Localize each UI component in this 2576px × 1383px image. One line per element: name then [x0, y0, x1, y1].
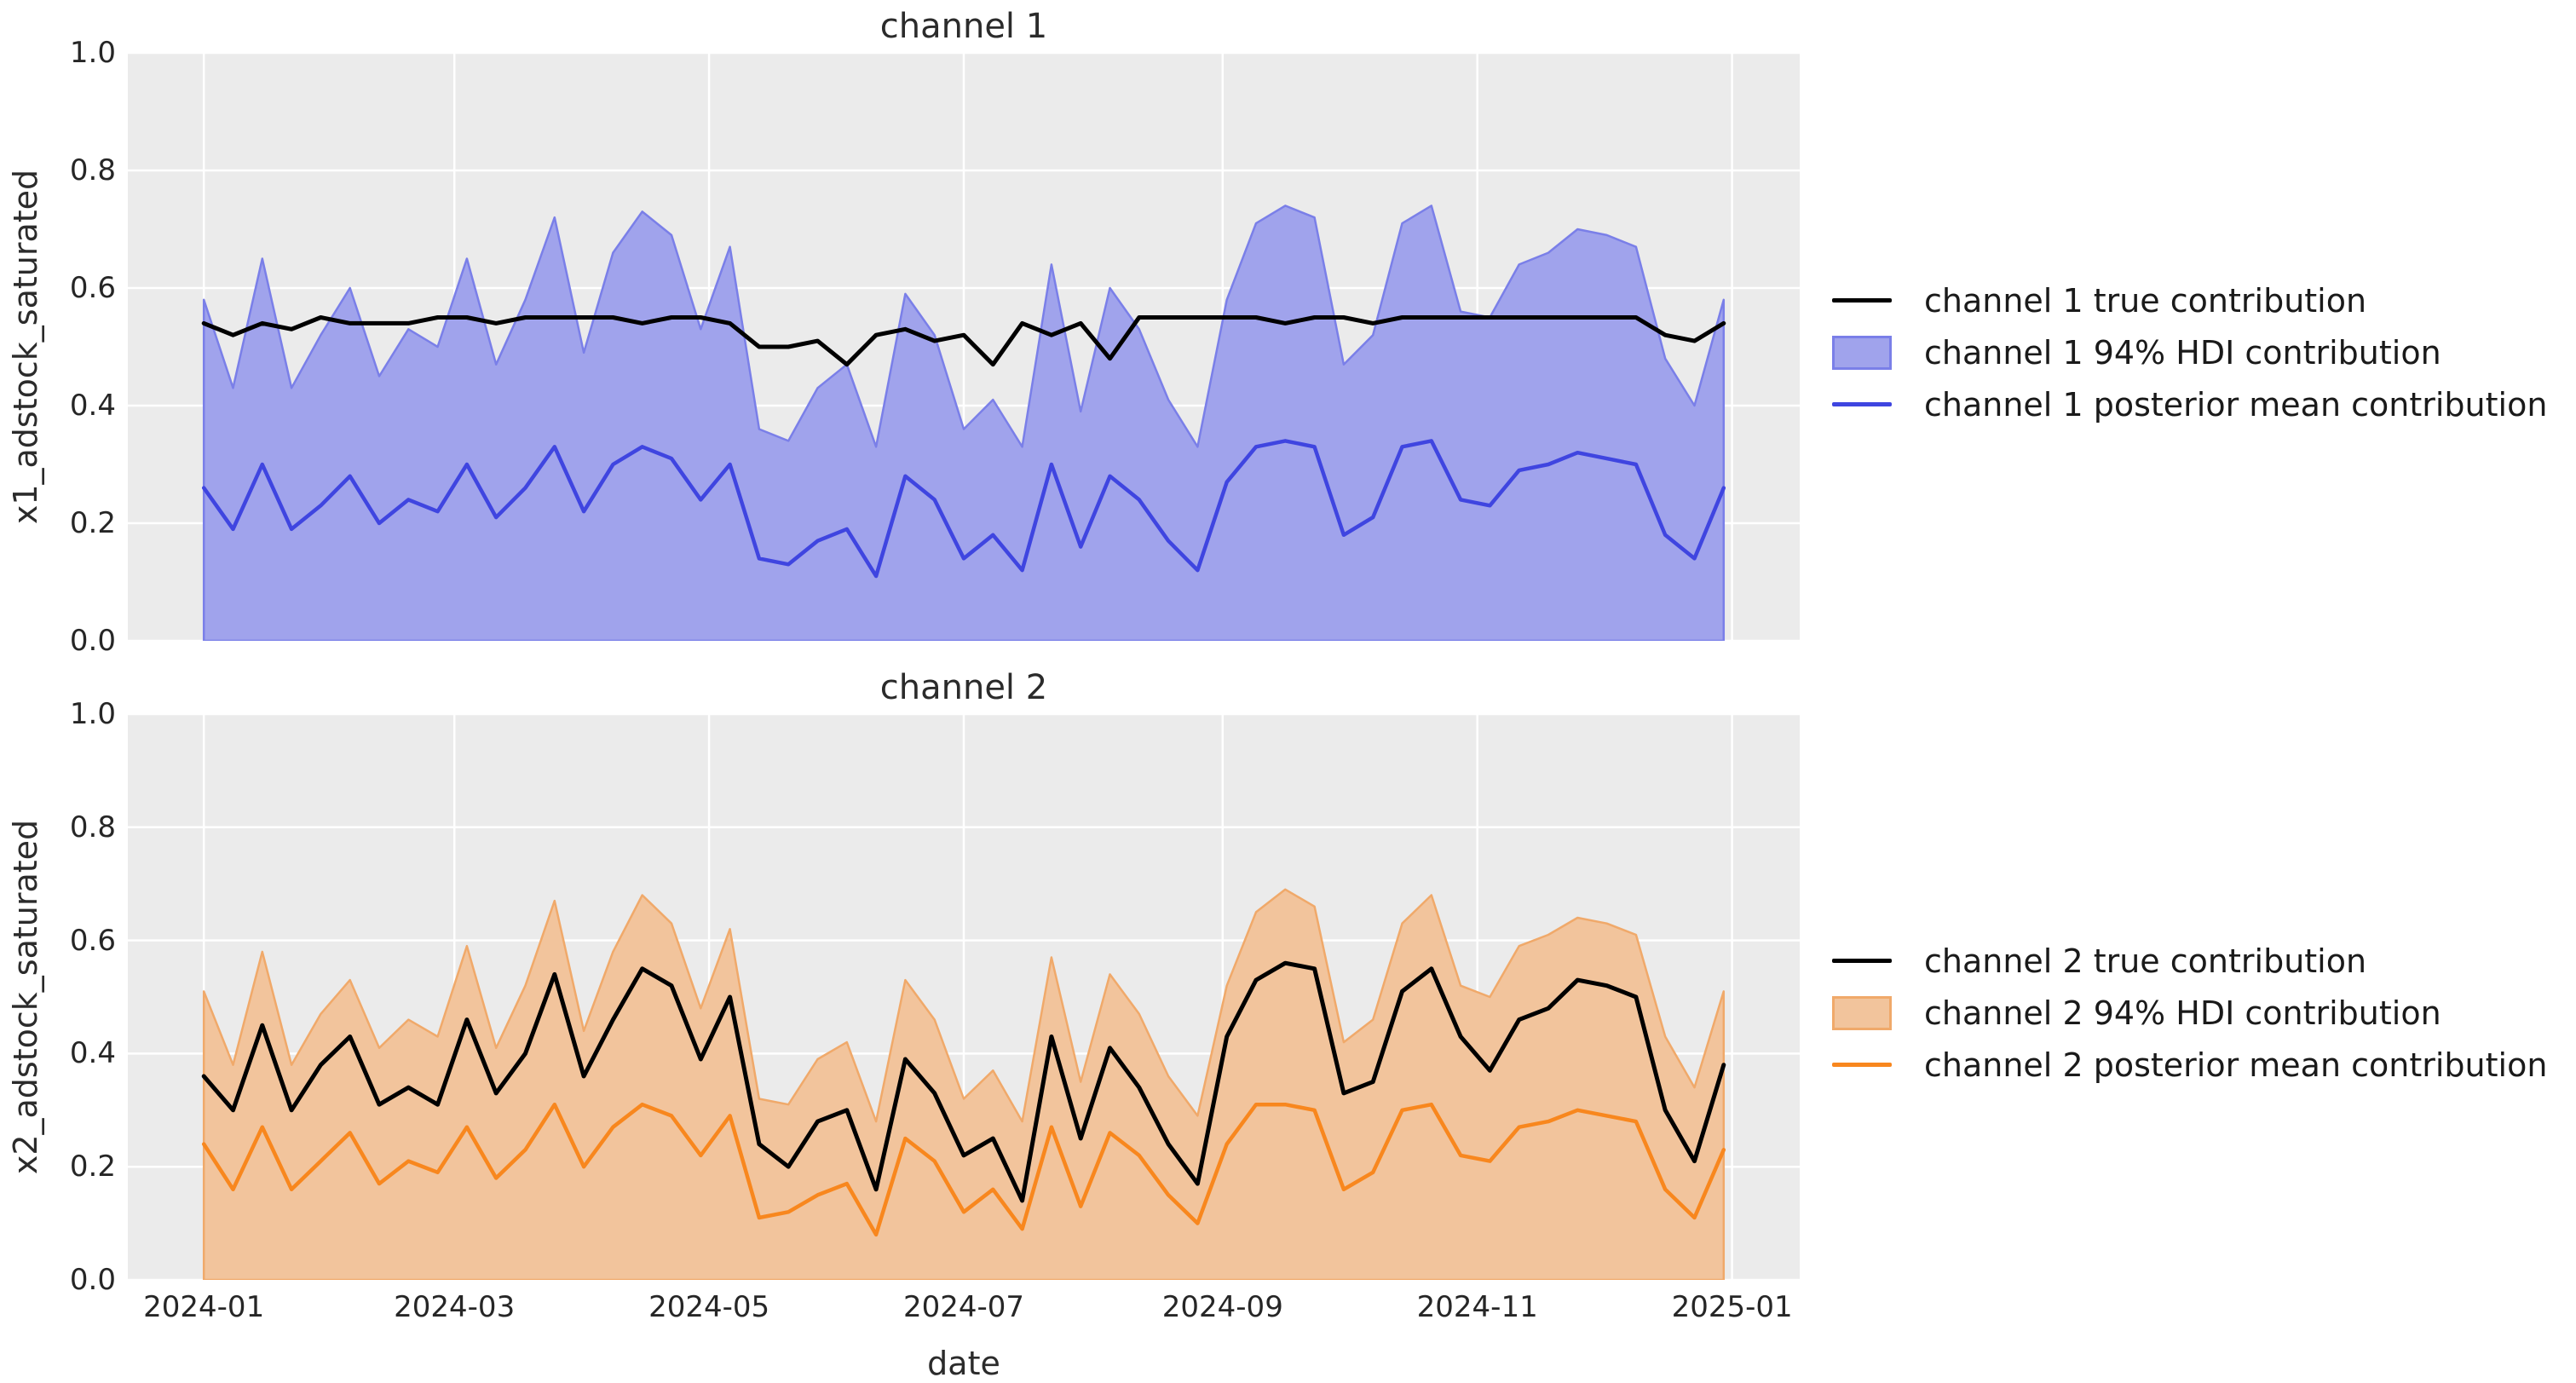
legend-label: channel 1 true contribution [1924, 281, 2367, 320]
plot-area-channel-1 [128, 53, 1800, 641]
legend-item: channel 2 posterior mean contribution [1832, 1039, 2547, 1091]
true-contribution-line [201, 960, 1726, 1203]
y-tick-label: 1.0 [69, 697, 116, 731]
legend-channel-1: channel 1 true contribution channel 1 94%… [1832, 274, 2547, 430]
y-tick-label: 0.2 [69, 1150, 116, 1184]
y-axis-label-channel-1: x1_adstock_saturated [7, 169, 44, 525]
legend-item: channel 1 94% HDI contribution [1832, 326, 2547, 378]
legend-label: channel 1 posterior mean contribution [1924, 385, 2548, 424]
y-tick-label: 0.6 [69, 271, 116, 305]
legend-item: channel 2 true contribution [1832, 935, 2547, 987]
x-tick-label: 2024-05 [648, 1290, 770, 1324]
legend-patch-swatch-icon [1832, 335, 1892, 370]
y-tick-label: 0.4 [69, 389, 116, 423]
chart-title-channel-2: channel 2 [879, 668, 1048, 707]
legend-item: channel 1 posterior mean contribution [1832, 378, 2547, 430]
legend-label: channel 2 true contribution [1924, 942, 2367, 980]
legend-label: channel 1 94% HDI contribution [1924, 333, 2441, 372]
chart-title-channel-1: channel 1 [879, 7, 1048, 46]
legend-channel-2: channel 2 true contribution channel 2 94%… [1832, 935, 2547, 1091]
legend-item: channel 2 94% HDI contribution [1832, 987, 2547, 1039]
legend-item: channel 1 true contribution [1832, 274, 2547, 326]
legend-line-swatch-icon [1832, 1063, 1892, 1067]
true-contribution-line [201, 315, 1726, 367]
legend-label: channel 2 posterior mean contribution [1924, 1046, 2548, 1084]
y-tick-label: 0.8 [69, 810, 116, 844]
legend-patch-swatch-icon [1832, 995, 1892, 1030]
x-tick-label: 2024-09 [1161, 1290, 1283, 1324]
x-tick-label: 2024-07 [902, 1290, 1025, 1324]
y-tick-label: 0.0 [69, 1263, 116, 1297]
y-tick-label: 1.0 [69, 36, 116, 70]
legend-line-swatch-icon [1832, 402, 1892, 406]
y-axis-label-channel-2: x2_adstock_saturated [7, 819, 44, 1175]
y-tick-label: 0.8 [69, 153, 116, 187]
x-tick-label: 2024-03 [394, 1290, 516, 1324]
legend-line-swatch-icon [1832, 298, 1892, 303]
y-tick-label: 0.0 [69, 624, 116, 658]
hdi-band [202, 888, 1726, 1280]
x-tick-label: 2024-11 [1416, 1290, 1538, 1324]
y-tick-label: 0.4 [69, 1036, 116, 1071]
x-tick-label: 2025-01 [1671, 1290, 1793, 1324]
y-tick-label: 0.2 [69, 506, 116, 540]
plot-svg-channel-2 [128, 714, 1800, 1280]
legend-line-swatch-icon [1832, 959, 1892, 963]
legend-label: channel 2 94% HDI contribution [1924, 994, 2441, 1032]
y-tick-label: 0.6 [69, 923, 116, 958]
plot-area-channel-2 [128, 714, 1800, 1280]
x-tick-label: 2024-01 [143, 1290, 265, 1324]
posterior-mean-line [201, 439, 1726, 579]
posterior-mean-line [201, 1102, 1726, 1237]
x-axis-label: date [927, 1345, 1000, 1382]
plot-svg-channel-1 [128, 53, 1800, 641]
